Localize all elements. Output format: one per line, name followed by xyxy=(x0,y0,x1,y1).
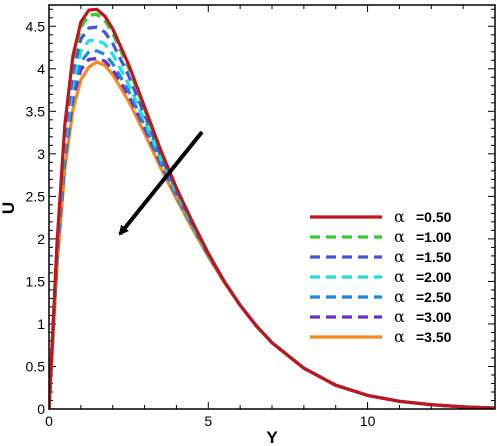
y-axis-title: U xyxy=(0,202,18,214)
y-tick-label: 2.5 xyxy=(26,188,46,204)
tick-labels: 0 5 10 0 0.5 1 1.5 2 2.5 3 3.5 4 4.5 xyxy=(26,18,376,429)
y-tick-label: 4 xyxy=(37,61,45,77)
legend-entry: =2.00 xyxy=(416,269,452,285)
legend-entry: =0.50 xyxy=(416,209,452,225)
legend-entry: =3.00 xyxy=(416,309,452,325)
legend-symbol: α xyxy=(394,327,405,346)
y-tick-label: 4.5 xyxy=(26,18,46,34)
legend-symbol: α xyxy=(394,227,405,246)
legend-symbol: α xyxy=(394,247,405,266)
y-tick-label: 0 xyxy=(37,401,45,417)
legend-symbol: α xyxy=(394,287,405,306)
y-tick-label: 1.5 xyxy=(26,273,46,289)
legend-symbol: α xyxy=(394,267,405,286)
x-tick-label: 10 xyxy=(360,413,376,429)
y-tick-label: 2 xyxy=(37,231,45,247)
x-tick-label: 0 xyxy=(45,413,53,429)
legend-entry: =2.50 xyxy=(416,289,452,305)
y-tick-label: 3.5 xyxy=(26,103,46,119)
axis-ticks xyxy=(48,5,496,410)
y-tick-label: 1 xyxy=(37,316,45,332)
series-lines xyxy=(49,7,495,409)
legend-symbol: α xyxy=(394,307,405,326)
x-axis-title: Y xyxy=(266,428,278,446)
legend-entry: =1.00 xyxy=(416,229,452,245)
y-tick-label: 3 xyxy=(37,146,45,162)
legend: α =0.50 α =1.00 α =1.50 α =2.00 α =2.50 α =3.00 α =3.… xyxy=(310,207,452,346)
legend-entry: =3.50 xyxy=(416,329,452,345)
trend-arrow xyxy=(118,130,204,236)
legend-entry: =1.50 xyxy=(416,249,452,265)
series-line xyxy=(49,7,495,409)
legend-symbol: α xyxy=(394,207,405,226)
y-tick-label: 0.5 xyxy=(26,358,46,374)
plot-frame xyxy=(48,4,496,410)
x-tick-label: 5 xyxy=(204,413,212,429)
